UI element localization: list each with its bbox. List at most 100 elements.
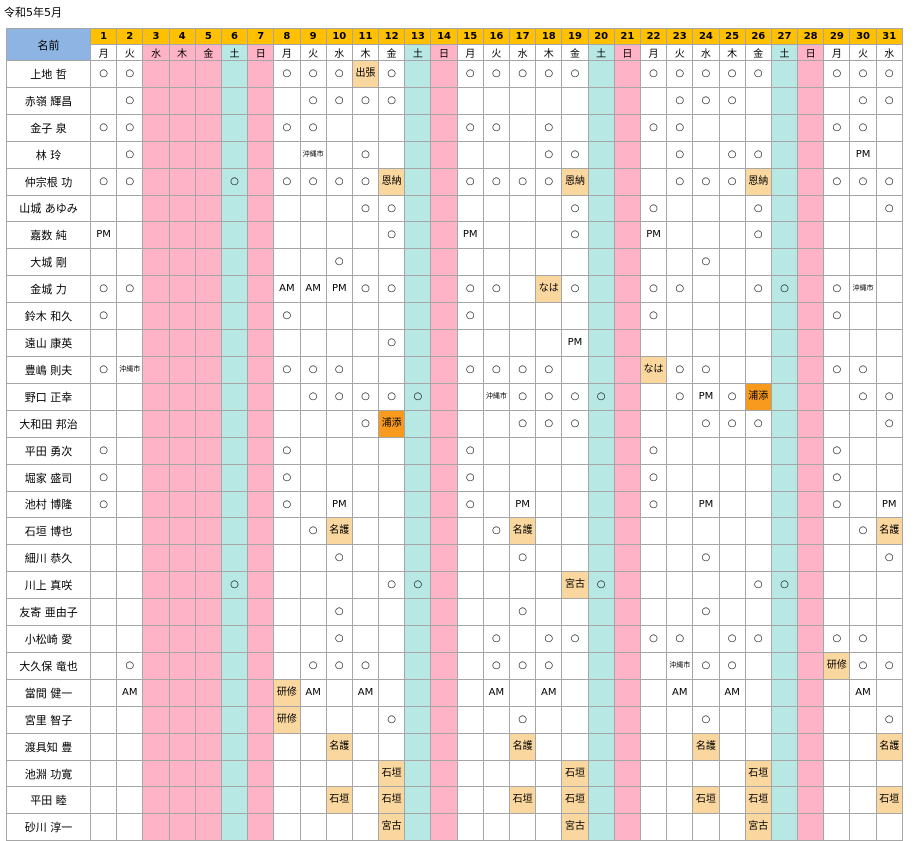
schedule-cell[interactable]: ○ bbox=[482, 60, 511, 88]
schedule-cell[interactable]: ○ bbox=[770, 275, 799, 304]
schedule-cell[interactable] bbox=[849, 759, 877, 788]
schedule-cell[interactable]: ○ bbox=[666, 113, 694, 142]
schedule-cell[interactable] bbox=[613, 329, 641, 357]
schedule-cell[interactable] bbox=[142, 544, 170, 573]
schedule-cell[interactable] bbox=[404, 221, 432, 250]
schedule-cell[interactable]: ○ bbox=[849, 167, 877, 196]
schedule-cell[interactable]: 石垣 bbox=[325, 786, 353, 815]
schedule-cell[interactable] bbox=[508, 813, 537, 841]
schedule-cell[interactable]: ○ bbox=[849, 625, 877, 653]
schedule-cell[interactable] bbox=[744, 463, 772, 492]
schedule-cell[interactable] bbox=[613, 140, 641, 169]
schedule-cell[interactable] bbox=[194, 651, 222, 680]
schedule-cell[interactable] bbox=[875, 436, 903, 465]
schedule-cell[interactable] bbox=[168, 355, 196, 384]
schedule-cell[interactable] bbox=[430, 329, 458, 357]
schedule-cell[interactable]: ○ bbox=[692, 544, 720, 573]
schedule-cell[interactable] bbox=[404, 329, 432, 357]
schedule-cell[interactable] bbox=[797, 409, 825, 438]
schedule-cell[interactable] bbox=[89, 678, 118, 707]
schedule-cell[interactable]: ○ bbox=[639, 463, 668, 492]
schedule-cell[interactable]: 恩納 bbox=[378, 167, 406, 196]
schedule-cell[interactable] bbox=[639, 732, 668, 761]
schedule-cell[interactable] bbox=[142, 759, 170, 788]
schedule-cell[interactable]: ○ bbox=[116, 113, 144, 142]
schedule-cell[interactable] bbox=[849, 329, 877, 357]
schedule-cell[interactable] bbox=[220, 678, 249, 707]
schedule-cell[interactable]: ○ bbox=[639, 302, 668, 331]
schedule-cell[interactable]: ○ bbox=[744, 409, 772, 438]
schedule-cell[interactable] bbox=[770, 140, 799, 169]
schedule-cell[interactable] bbox=[692, 221, 720, 250]
schedule-cell[interactable] bbox=[692, 113, 720, 142]
schedule-cell[interactable] bbox=[116, 221, 144, 250]
schedule-cell[interactable]: 石垣 bbox=[561, 786, 589, 815]
schedule-cell[interactable] bbox=[194, 544, 222, 573]
schedule-cell[interactable] bbox=[535, 813, 563, 841]
schedule-cell[interactable] bbox=[823, 598, 851, 627]
schedule-cell[interactable] bbox=[142, 598, 170, 627]
schedule-cell[interactable] bbox=[797, 598, 825, 627]
schedule-cell[interactable] bbox=[116, 786, 144, 815]
schedule-cell[interactable]: ○ bbox=[875, 705, 903, 734]
schedule-cell[interactable] bbox=[482, 705, 511, 734]
schedule-cell[interactable]: 宮古 bbox=[561, 571, 589, 600]
schedule-cell[interactable] bbox=[535, 786, 563, 815]
schedule-cell[interactable]: ○ bbox=[875, 409, 903, 438]
schedule-cell[interactable]: ○ bbox=[299, 86, 327, 115]
schedule-cell[interactable] bbox=[770, 221, 799, 250]
schedule-cell[interactable] bbox=[849, 732, 877, 761]
schedule-cell[interactable] bbox=[378, 598, 406, 627]
schedule-cell[interactable]: ○ bbox=[325, 60, 353, 88]
schedule-cell[interactable] bbox=[666, 490, 694, 519]
schedule-cell[interactable] bbox=[692, 813, 720, 841]
schedule-cell[interactable] bbox=[247, 517, 275, 546]
schedule-cell[interactable] bbox=[194, 60, 222, 88]
schedule-cell[interactable] bbox=[797, 113, 825, 142]
schedule-cell[interactable]: 石垣 bbox=[744, 759, 772, 788]
schedule-cell[interactable]: ○ bbox=[325, 544, 353, 573]
schedule-cell[interactable] bbox=[273, 625, 301, 653]
schedule-cell[interactable] bbox=[482, 732, 511, 761]
schedule-cell[interactable] bbox=[482, 571, 511, 600]
schedule-cell[interactable]: ○ bbox=[666, 382, 694, 411]
schedule-cell[interactable] bbox=[587, 463, 615, 492]
schedule-cell[interactable]: ○ bbox=[639, 275, 668, 304]
schedule-cell[interactable] bbox=[194, 598, 222, 627]
schedule-cell[interactable] bbox=[875, 571, 903, 600]
schedule-cell[interactable] bbox=[430, 86, 458, 115]
schedule-cell[interactable]: ○ bbox=[823, 113, 851, 142]
schedule-cell[interactable] bbox=[482, 813, 511, 841]
schedule-cell[interactable]: AM bbox=[116, 678, 144, 707]
schedule-cell[interactable] bbox=[116, 732, 144, 761]
schedule-cell[interactable] bbox=[220, 436, 249, 465]
schedule-cell[interactable]: ○ bbox=[849, 86, 877, 115]
schedule-cell[interactable] bbox=[639, 167, 668, 196]
schedule-cell[interactable] bbox=[639, 759, 668, 788]
schedule-cell[interactable]: ○ bbox=[561, 625, 589, 653]
schedule-cell[interactable] bbox=[770, 86, 799, 115]
schedule-cell[interactable]: ○ bbox=[561, 382, 589, 411]
schedule-cell[interactable]: ○ bbox=[273, 436, 301, 465]
schedule-cell[interactable] bbox=[770, 167, 799, 196]
schedule-cell[interactable]: ○ bbox=[325, 382, 353, 411]
schedule-cell[interactable] bbox=[770, 463, 799, 492]
schedule-cell[interactable] bbox=[325, 463, 353, 492]
schedule-cell[interactable]: ○ bbox=[666, 355, 694, 384]
schedule-cell[interactable] bbox=[482, 544, 511, 573]
schedule-cell[interactable]: ○ bbox=[692, 60, 720, 88]
schedule-cell[interactable] bbox=[351, 463, 380, 492]
schedule-cell[interactable] bbox=[404, 302, 432, 331]
schedule-cell[interactable] bbox=[797, 86, 825, 115]
schedule-cell[interactable] bbox=[430, 194, 458, 223]
schedule-cell[interactable] bbox=[325, 140, 353, 169]
schedule-cell[interactable] bbox=[770, 759, 799, 788]
schedule-cell[interactable] bbox=[273, 329, 301, 357]
schedule-cell[interactable] bbox=[168, 329, 196, 357]
schedule-cell[interactable] bbox=[823, 517, 851, 546]
schedule-cell[interactable] bbox=[587, 436, 615, 465]
schedule-cell[interactable] bbox=[142, 625, 170, 653]
schedule-cell[interactable] bbox=[744, 329, 772, 357]
schedule-cell[interactable] bbox=[770, 813, 799, 841]
schedule-cell[interactable] bbox=[613, 86, 641, 115]
